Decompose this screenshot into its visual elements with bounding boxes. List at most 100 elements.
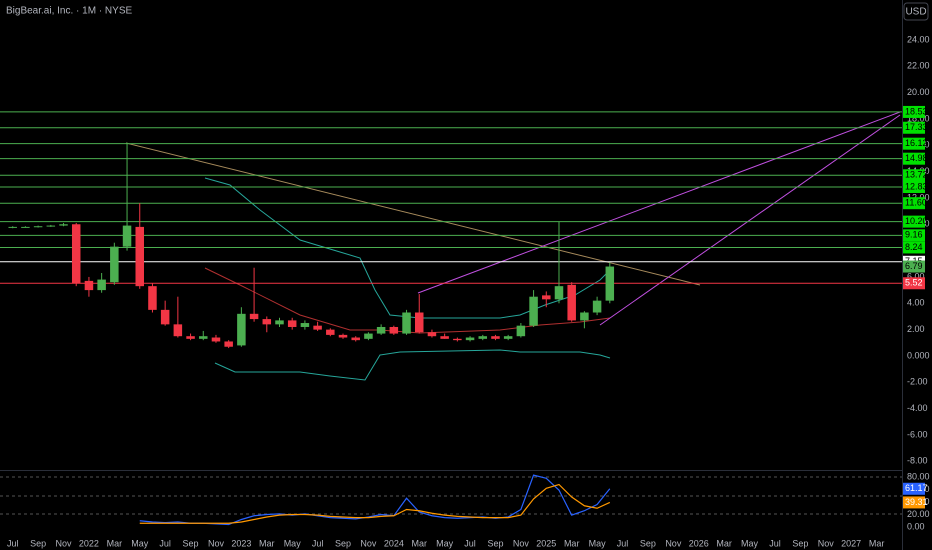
candle-body [21, 226, 30, 228]
x-tick-label: Sep [640, 538, 656, 548]
candle-body [453, 338, 462, 341]
band-upper [204, 177, 611, 319]
level-label-bg [903, 180, 925, 193]
x-tick-label: Jul [7, 538, 19, 548]
candle-body [554, 286, 564, 300]
level-label: 13.72 [905, 170, 928, 180]
x-tick-label: Nov [360, 538, 377, 548]
candle-body [605, 266, 615, 301]
level-label: 17.33 [905, 122, 928, 132]
rsi-value-bg [903, 496, 925, 509]
level-label-bg [903, 137, 925, 150]
x-tick-label: Mar [411, 538, 427, 548]
y-tick-label: -6.00 [907, 429, 928, 439]
currency-label[interactable]: USD [905, 7, 926, 18]
candle-body [529, 296, 538, 326]
x-tick-label: Mar [107, 538, 123, 548]
level-label: 11.60 [905, 198, 927, 208]
x-tick-label: May [284, 538, 302, 548]
rsi-value-bg [903, 482, 925, 495]
candle-body [110, 246, 119, 283]
last-price-label: 6.79 [905, 261, 923, 271]
x-tick-label: 2024 [384, 538, 404, 548]
band-lower [214, 349, 611, 381]
candle-body [351, 337, 360, 341]
candle-body [122, 225, 132, 247]
x-tick-label: 2025 [536, 538, 556, 548]
y-tick-label: 18.00 [907, 113, 930, 123]
level-label-bg [903, 152, 925, 165]
candle-body [440, 336, 449, 339]
x-tick-label: May [436, 538, 454, 548]
y-tick-label: -4.00 [907, 403, 928, 413]
candle-body [287, 320, 297, 327]
candle-body [211, 337, 221, 342]
x-tick-label: Mar [716, 538, 732, 548]
currency-button[interactable] [903, 2, 929, 21]
candle-body [542, 295, 551, 300]
rsi-line [139, 483, 611, 524]
level-label: 9.16 [905, 230, 923, 240]
y-tick-label: 22.00 [907, 61, 930, 71]
candle-body [148, 286, 157, 310]
level-label: 10.20 [905, 216, 928, 226]
x-tick-label: 2027 [841, 538, 861, 548]
candle-body [567, 284, 576, 321]
level-label-bg [903, 121, 925, 134]
candle-body [389, 326, 399, 334]
candle-body [580, 312, 589, 321]
x-tick-label: 2026 [689, 538, 709, 548]
y-tick-label: 20.00 [907, 87, 930, 97]
x-tick-label: Nov [56, 538, 73, 548]
y-tick-label: 4.00 [907, 298, 925, 308]
x-tick-label: Mar [564, 538, 580, 548]
y-tick-label: 2.00 [907, 324, 925, 334]
level-label: 18.53 [905, 106, 928, 116]
candle-body [414, 312, 424, 333]
level-label-bg [903, 197, 925, 210]
candle-body [199, 336, 208, 339]
candle-body [249, 313, 259, 320]
trendline [599, 114, 901, 326]
level-label-bg [903, 105, 925, 118]
rsi-value-label: 39.31 [905, 497, 928, 507]
candle-body [8, 226, 17, 228]
level-label: 12.83 [905, 181, 928, 191]
candle-body [326, 329, 335, 335]
candle-body [427, 332, 437, 337]
x-tick-label: 2022 [79, 538, 99, 548]
candle-body [503, 336, 513, 339]
level-label: 5.52 [905, 278, 923, 288]
candle-body [465, 337, 475, 341]
y-tick-label: -2.00 [907, 377, 928, 387]
candle-body [376, 326, 386, 334]
level-label-bg [903, 241, 925, 254]
band-middle [204, 267, 611, 334]
rsi-tick-label: 0.00 [907, 521, 925, 531]
candle-body [186, 336, 195, 339]
x-tick-label: Jul [312, 538, 324, 548]
level-label: 16.12 [905, 138, 928, 148]
y-tick-label: 0.000 [907, 350, 930, 360]
level-label: 14.98 [905, 153, 928, 163]
level-label-bg [903, 215, 925, 228]
candle-body [97, 279, 106, 291]
candle-body [364, 333, 373, 339]
x-tick-label: May [131, 538, 149, 548]
level-label-bg [903, 229, 925, 242]
rsi-tick-label: 80.00 [907, 471, 930, 481]
rsi-value-label: 61.17 [905, 483, 928, 493]
candle-body [262, 319, 272, 325]
candle-body [275, 320, 284, 325]
candle-body [173, 324, 183, 337]
candle-body [313, 325, 322, 330]
y-tick-label: 6.00 [907, 271, 925, 281]
rsi-tick-label: 20.00 [907, 509, 930, 519]
x-tick-label: Sep [183, 538, 199, 548]
candle-body [135, 226, 144, 287]
candle-body [33, 226, 43, 228]
candle-body [478, 336, 488, 339]
x-tick-label: Nov [665, 538, 682, 548]
x-tick-label: 2023 [231, 538, 251, 548]
